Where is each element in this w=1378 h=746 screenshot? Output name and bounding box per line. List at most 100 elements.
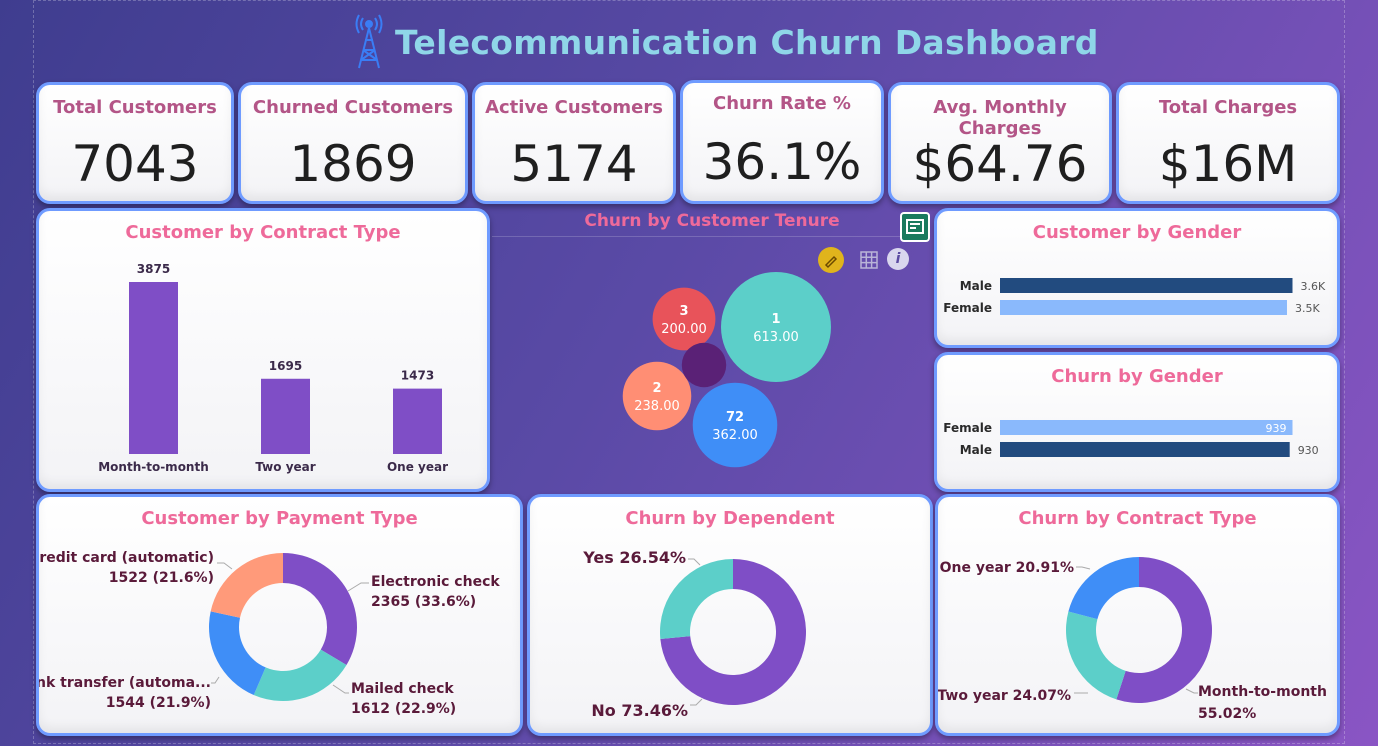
- gender-bar-chart: Male 3.6K Female 3.5K: [943, 278, 1326, 315]
- kpi-card-total-charges[interactable]: Total Charges $16M: [1116, 82, 1340, 204]
- slice-name-label: Mailed check: [351, 681, 454, 697]
- kpi-card-churn-rate[interactable]: Churn Rate % 36.1%: [680, 80, 884, 204]
- panel-title: Customer by Gender: [1032, 222, 1242, 243]
- slice-name-label: Bank transfer (automa...: [39, 675, 211, 691]
- kpi-value: 7043: [71, 135, 199, 193]
- focus-mode-button[interactable]: [900, 212, 930, 242]
- donut-slice: [283, 553, 358, 665]
- payment-panel[interactable]: Customer by Payment Type Electronic chec…: [36, 494, 523, 736]
- slice-label: Yes 26.54%: [582, 548, 686, 567]
- kpi-label: Avg. Monthly Charges: [933, 97, 1067, 139]
- y-tick-label: Female: [943, 421, 992, 435]
- tenure-panel[interactable]: Churn by Customer Tenure i 1 613.00 72 362.…: [492, 206, 932, 494]
- panel-title: Churn by Contract Type: [1018, 508, 1257, 529]
- bubble-label: 72: [726, 410, 744, 425]
- donut-slice: [210, 553, 283, 618]
- contract-type-panel[interactable]: Customer by Contract Type 3875 Month-to-m…: [36, 208, 490, 492]
- panel-title: Churn by Customer Tenure: [584, 211, 840, 231]
- y-tick-label: Male: [960, 279, 992, 293]
- slice-value-label: 2365 (33.6%): [371, 594, 476, 610]
- bar-data-label: 1473: [401, 369, 434, 383]
- slice-label: Two year 24.07%: [938, 688, 1071, 704]
- leader-line: [211, 676, 220, 684]
- kpi-label: Active Customers: [485, 97, 663, 118]
- bubble-value: 613.00: [753, 330, 799, 345]
- donut-slice: [1066, 611, 1126, 700]
- churn-contract-donut-chart: Month-to-month 55.02% Two year 24.07% One y…: [938, 557, 1327, 722]
- slice-percent-label: 55.02%: [1198, 706, 1256, 722]
- contract-type-bar-chart: 3875 Month-to-month 1695 Two year 1473 One ye…: [98, 262, 448, 474]
- slice-label: No 73.46%: [591, 701, 688, 720]
- panel-header-rule: [492, 236, 902, 237]
- kpi-value: $64.76: [912, 135, 1088, 193]
- y-tick-label: Male: [960, 443, 992, 457]
- dashboard-header: Telecommunication Churn Dashboard: [355, 12, 1099, 72]
- antenna-tower-icon: [355, 14, 383, 69]
- bubble-value: 200.00: [661, 322, 707, 337]
- kpi-value: 1869: [289, 135, 417, 193]
- bubble: [681, 342, 727, 388]
- bar: [393, 388, 442, 454]
- y-tick-label: Female: [943, 301, 992, 315]
- panel-title: Customer by Contract Type: [125, 222, 401, 243]
- x-tick-label: Two year: [255, 460, 315, 474]
- churn-contract-panel[interactable]: Churn by Contract Type Month-to-month 55.…: [935, 494, 1340, 736]
- donut-slice: [1116, 557, 1212, 703]
- payment-donut-chart: Electronic check 2365 (33.6%) Mailed check…: [39, 550, 500, 717]
- bar-data-label: 939: [1266, 422, 1287, 435]
- kpi-value: 36.1%: [702, 133, 862, 191]
- panel-title: Customer by Payment Type: [141, 508, 418, 529]
- report-canvas-frame: [33, 0, 1345, 744]
- slice-label: One year 20.91%: [940, 560, 1074, 576]
- panel-title: Churn by Dependent: [625, 508, 835, 529]
- gender-panel[interactable]: Customer by Gender Male 3.6K Female 3.5K: [934, 208, 1340, 348]
- donut-slice: [660, 559, 733, 640]
- bubble-value: 362.00: [712, 428, 758, 443]
- bubble-value: 238.00: [634, 399, 680, 414]
- slice-value-label: 1522 (21.6%): [109, 570, 214, 586]
- bar: [1000, 420, 1293, 435]
- x-tick-label: One year: [387, 460, 448, 474]
- kpi-card-total-customers[interactable]: Total Customers 7043: [36, 82, 234, 204]
- leader-line: [1185, 688, 1198, 694]
- dependent-donut-chart: Yes 26.54% No 73.46%: [582, 548, 806, 720]
- kpi-card-churned-customers[interactable]: Churned Customers 1869: [238, 82, 468, 204]
- donut-slice: [1068, 557, 1139, 620]
- bar: [261, 378, 310, 454]
- report-icon: [906, 219, 924, 234]
- kpi-label: Churn Rate %: [713, 93, 851, 114]
- bubble: [622, 361, 692, 431]
- table-icon[interactable]: [859, 250, 879, 270]
- kpi-value: $16M: [1158, 135, 1298, 193]
- bar: [1000, 278, 1293, 293]
- pencil-icon: [824, 255, 838, 269]
- edit-icon[interactable]: [818, 247, 844, 273]
- bar-data-label: 3.5K: [1295, 302, 1320, 315]
- leader-line: [690, 698, 703, 706]
- kpi-card-active-customers[interactable]: Active Customers 5174: [472, 82, 676, 204]
- churn-gender-bar-chart: Female 939 Male 930: [943, 420, 1319, 457]
- bubble-label: 1: [771, 312, 780, 327]
- churn-gender-panel[interactable]: Churn by Gender Female 939 Male 930: [934, 352, 1340, 492]
- bar: [129, 282, 178, 454]
- bar-data-label: 3875: [137, 262, 170, 276]
- donut-slice: [253, 649, 347, 701]
- panel-title: Churn by Gender: [1051, 366, 1223, 387]
- bubble: [721, 272, 831, 382]
- kpi-label: Total Customers: [53, 97, 217, 118]
- slice-value-label: 1544 (21.9%): [106, 695, 211, 711]
- bubble-label: 2: [652, 381, 661, 396]
- kpi-card-avg-monthly-charges[interactable]: Avg. Monthly Charges $64.76: [888, 82, 1112, 204]
- leader-line: [217, 562, 233, 570]
- donut-slice: [660, 559, 806, 705]
- bar: [1000, 442, 1290, 457]
- leader-line: [688, 558, 701, 566]
- info-icon[interactable]: i: [887, 248, 909, 270]
- bar-data-label: 930: [1298, 444, 1319, 457]
- tenure-bubble-chart: 1 613.00 72 362.00 2 238.00 3 200.00: [622, 272, 831, 468]
- donut-slice: [209, 611, 266, 695]
- dashboard-title: Telecommunication Churn Dashboard: [395, 22, 1099, 62]
- slice-name-label: Electronic check: [371, 574, 500, 590]
- bubble: [692, 382, 778, 468]
- dependent-panel[interactable]: Churn by Dependent Yes 26.54% No 73.46%: [527, 494, 933, 736]
